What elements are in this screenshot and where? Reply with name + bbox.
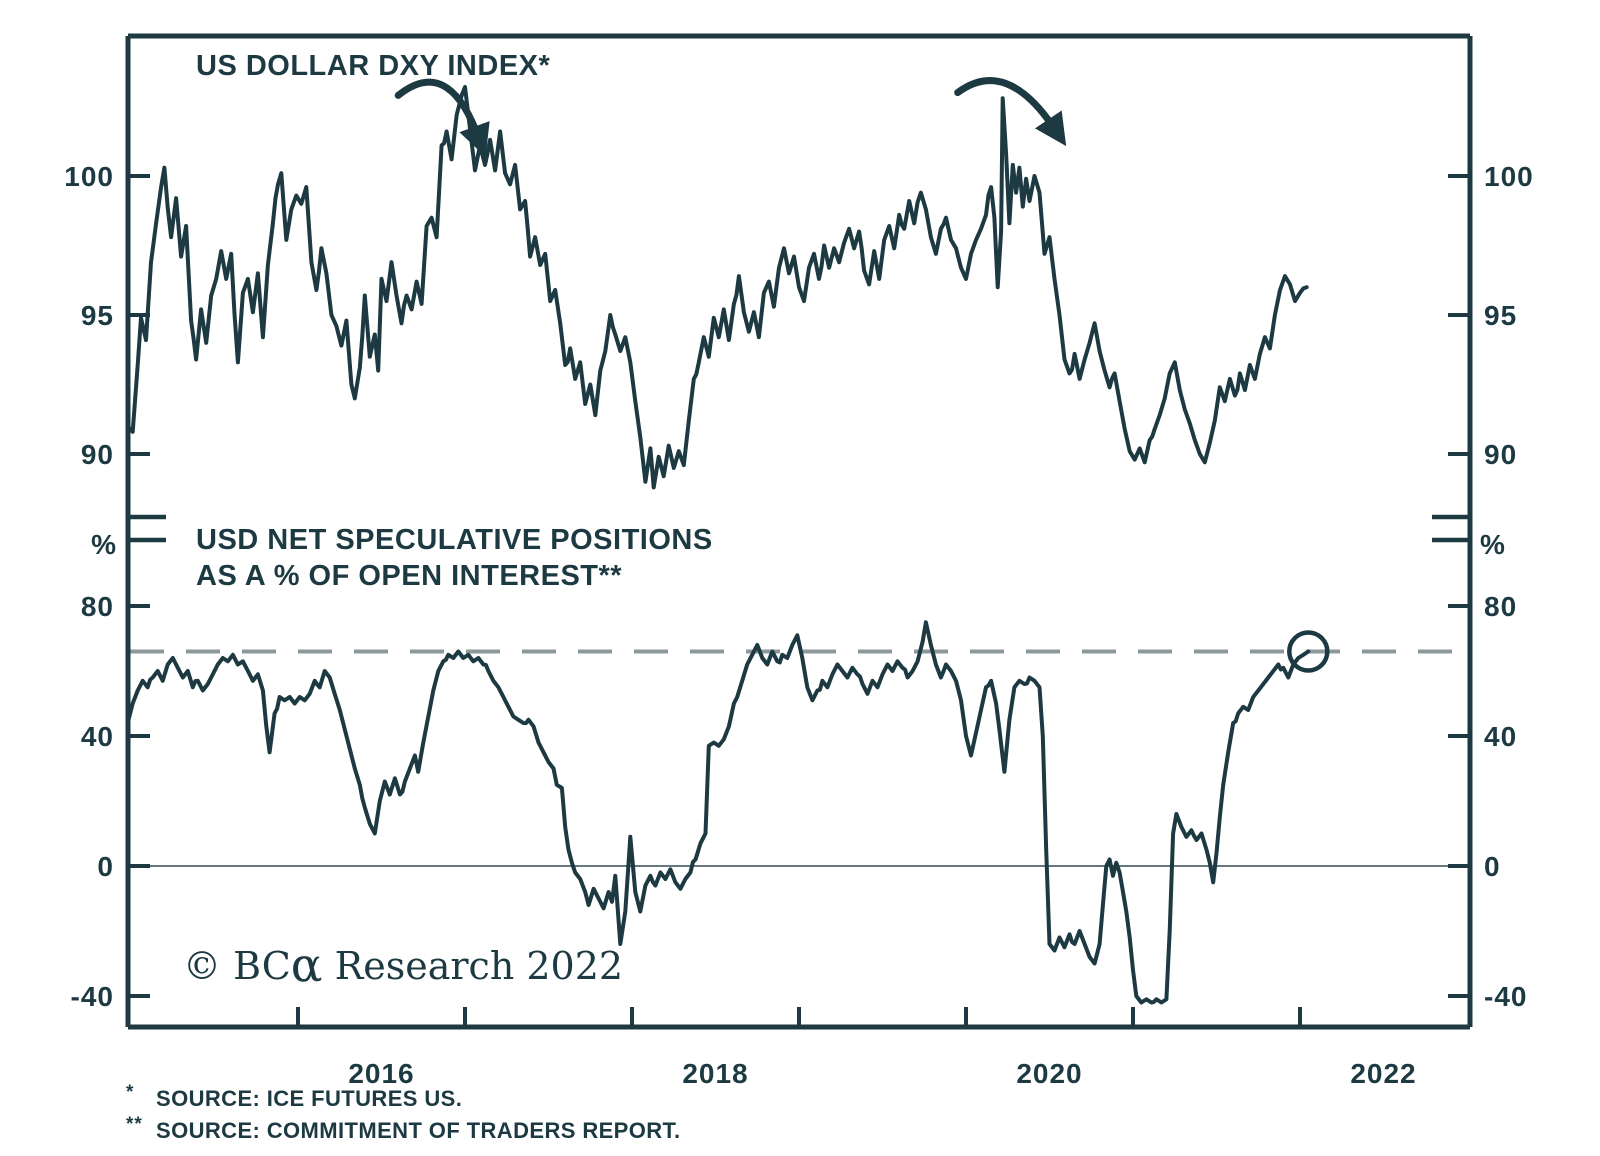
ytick-label-bottom-left: 80 bbox=[81, 591, 114, 622]
ytick-label-top-left: 100 bbox=[64, 161, 114, 192]
ytick-label-top-right: 90 bbox=[1484, 439, 1517, 470]
xtick-label-2016: 2016 bbox=[348, 1058, 414, 1089]
footnote-source-2: ** SOURCE: COMMITMENT OF TRADERS REPORT. bbox=[126, 1114, 681, 1144]
footnote-marker-1: * bbox=[126, 1082, 135, 1103]
ytick-label-bottom-left: 0 bbox=[97, 851, 114, 882]
peak-reversal-arrow bbox=[954, 77, 1067, 147]
xtick-label-2020: 2020 bbox=[1016, 1058, 1082, 1089]
copyright-credit: © BCα Research 2022 bbox=[183, 942, 624, 989]
percent-unit-left: % bbox=[91, 529, 117, 560]
latest-point-highlight-circle bbox=[1287, 630, 1330, 673]
xtick-label-2022: 2022 bbox=[1350, 1058, 1416, 1089]
footnotes: * SOURCE: ICE FUTURES US. ** SOURCE: COM… bbox=[126, 1082, 681, 1150]
axes-frame bbox=[125, 33, 1473, 1030]
bottom-panel-title-line2: AS A % OF OPEN INTEREST** bbox=[196, 560, 623, 592]
ytick-label-bottom-right: -40 bbox=[1484, 981, 1527, 1012]
percent-unit-right: % bbox=[1480, 529, 1506, 560]
axis-ticks bbox=[128, 174, 1470, 1027]
peak-reversal-arrow bbox=[394, 78, 490, 157]
credit-prefix: © BC bbox=[183, 944, 291, 988]
ytick-label-bottom-left: -40 bbox=[71, 981, 114, 1012]
ytick-label-top-right: 95 bbox=[1484, 300, 1517, 331]
ytick-label-bottom-right: 80 bbox=[1484, 591, 1517, 622]
ytick-label-top-left: 90 bbox=[81, 439, 114, 470]
footnote-marker-2: ** bbox=[126, 1114, 143, 1135]
panel-end-caps bbox=[128, 514, 1470, 543]
ytick-label-top-left: 95 bbox=[81, 300, 114, 331]
ytick-label-bottom-left: 40 bbox=[81, 721, 114, 752]
footnote-text-2: SOURCE: COMMITMENT OF TRADERS REPORT. bbox=[156, 1118, 681, 1143]
credit-suffix: Research 2022 bbox=[322, 944, 624, 988]
ytick-label-bottom-right: 0 bbox=[1484, 851, 1501, 882]
ytick-label-top-right: 100 bbox=[1484, 161, 1534, 192]
top-panel-title: US DOLLAR DXY INDEX* bbox=[196, 50, 551, 82]
footnote-source-1: * SOURCE: ICE FUTURES US. bbox=[126, 1082, 680, 1112]
footnote-text-1: SOURCE: ICE FUTURES US. bbox=[156, 1086, 463, 1111]
credit-alpha-glyph: α bbox=[290, 938, 323, 993]
bottom-panel-title-line1: USD NET SPECULATIVE POSITIONS bbox=[196, 524, 713, 556]
xtick-label-2018: 2018 bbox=[682, 1058, 748, 1089]
ytick-label-bottom-right: 40 bbox=[1484, 721, 1517, 752]
dxy-index-line bbox=[125, 85, 1309, 490]
bottom-panel-title: USD NET SPECULATIVE POSITIONS AS A % OF … bbox=[196, 522, 713, 594]
net-speculative-positions-line bbox=[125, 620, 1311, 1005]
